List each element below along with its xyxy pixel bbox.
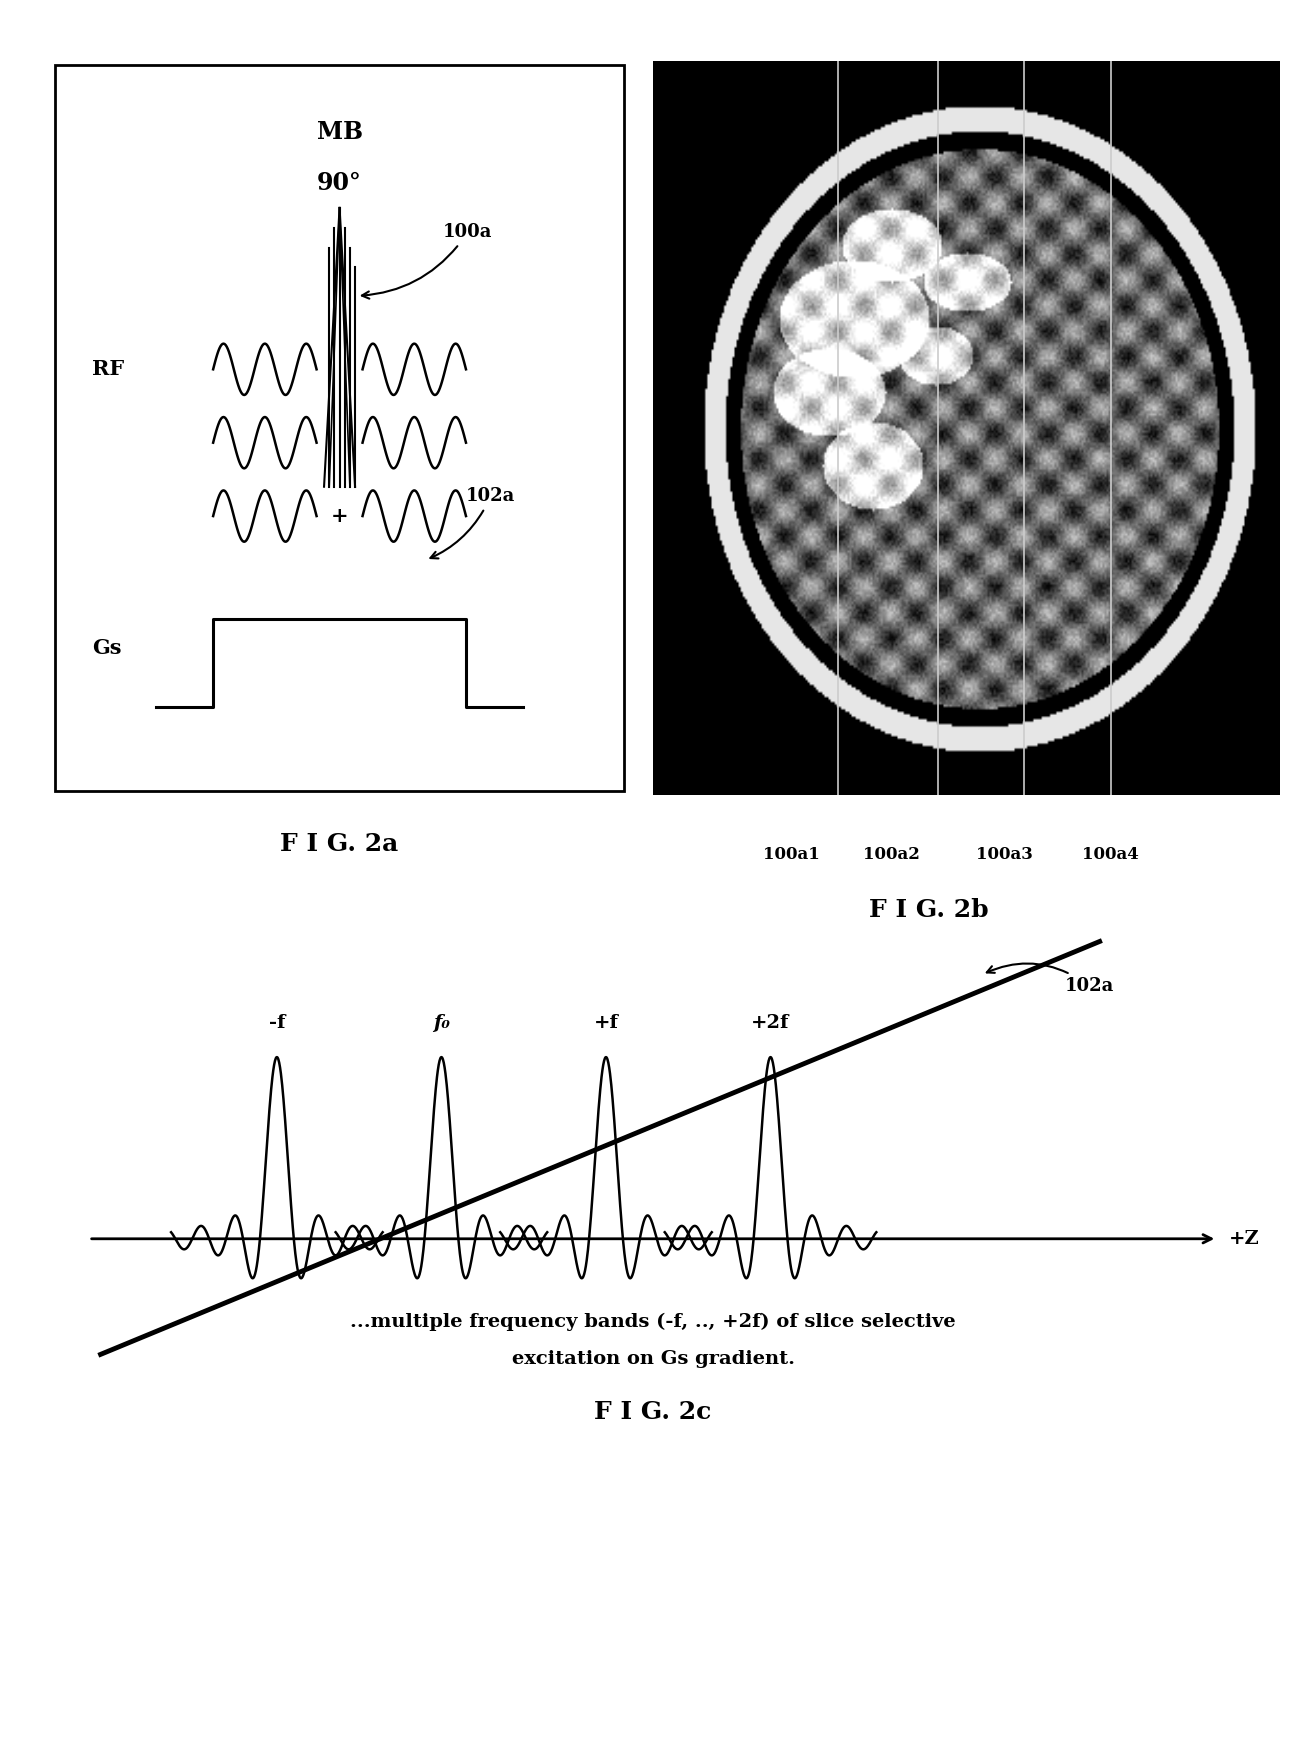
Text: 100a3: 100a3 bbox=[976, 846, 1033, 863]
Text: 100a1: 100a1 bbox=[763, 846, 819, 863]
Text: F I G. 2a: F I G. 2a bbox=[281, 832, 398, 856]
Text: f₀: f₀ bbox=[434, 1015, 449, 1032]
Text: F I G. 2c: F I G. 2c bbox=[594, 1399, 712, 1424]
Text: 102a: 102a bbox=[987, 964, 1114, 996]
Text: 100a2: 100a2 bbox=[863, 846, 919, 863]
Text: +2f: +2f bbox=[751, 1015, 790, 1032]
Text: +: + bbox=[330, 507, 349, 526]
Text: 100a: 100a bbox=[362, 224, 492, 299]
Text: ...multiple frequency bands (-f, .., +2f) of slice selective: ...multiple frequency bands (-f, .., +2f… bbox=[350, 1314, 956, 1331]
Text: +Z: +Z bbox=[1229, 1230, 1260, 1247]
Text: RF: RF bbox=[93, 360, 124, 379]
Text: MB: MB bbox=[316, 121, 363, 143]
Text: F I G. 2b: F I G. 2b bbox=[868, 898, 989, 922]
Text: 100a4: 100a4 bbox=[1083, 846, 1139, 863]
Text: -f: -f bbox=[269, 1015, 285, 1032]
Text: Gs: Gs bbox=[93, 638, 121, 659]
Text: 102a: 102a bbox=[431, 487, 516, 559]
Text: 90°: 90° bbox=[317, 171, 362, 196]
Text: excitation on Gs gradient.: excitation on Gs gradient. bbox=[512, 1350, 794, 1368]
Text: +f: +f bbox=[593, 1015, 619, 1032]
